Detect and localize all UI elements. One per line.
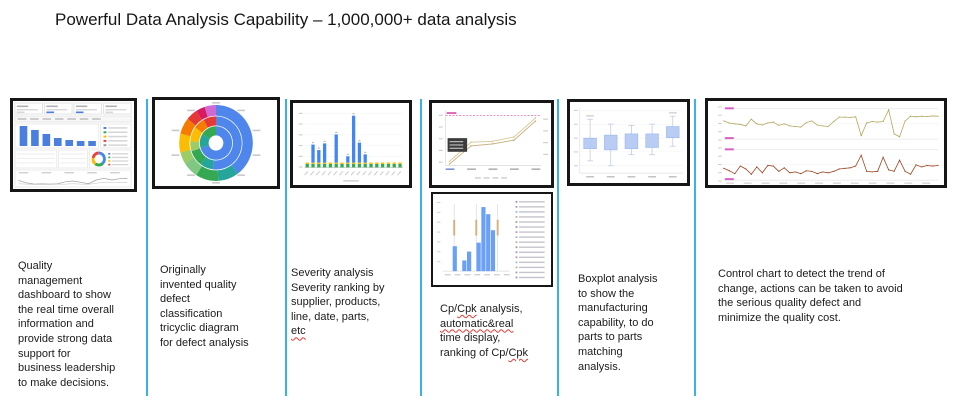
- panel-description: Severity analysis Severity ranking by supp…: [291, 267, 385, 338]
- cp-histogram-thumbnail: [431, 192, 553, 287]
- panel-separator: [146, 99, 148, 396]
- panel-separator: [557, 99, 559, 396]
- panel-description: Cp/Cpk analysis, automatic&real time displ…: [440, 303, 529, 359]
- panel-description: Originally invented quality defect classifi…: [160, 264, 249, 349]
- panel-description: Boxplot analysis to show the manufacturing…: [578, 273, 658, 373]
- control-chart-thumbnail: [705, 98, 947, 188]
- boxplot-thumbnail: [567, 99, 690, 186]
- dashboard-thumbnail: [10, 98, 137, 192]
- severity-bar-chart-thumbnail: [290, 100, 412, 188]
- panel-description: Quality management dashboard to show the re…: [18, 260, 116, 389]
- cp-trend-thumbnail: [429, 100, 554, 188]
- panel-description: Control chart to detect the trend of chan…: [718, 268, 903, 324]
- panel-separator: [420, 99, 422, 396]
- panel-separator: [285, 99, 287, 396]
- panel-separator: [694, 99, 696, 396]
- slide-title: Powerful Data Analysis Capability – 1,00…: [55, 10, 517, 29]
- sunburst-thumbnail: [152, 97, 280, 189]
